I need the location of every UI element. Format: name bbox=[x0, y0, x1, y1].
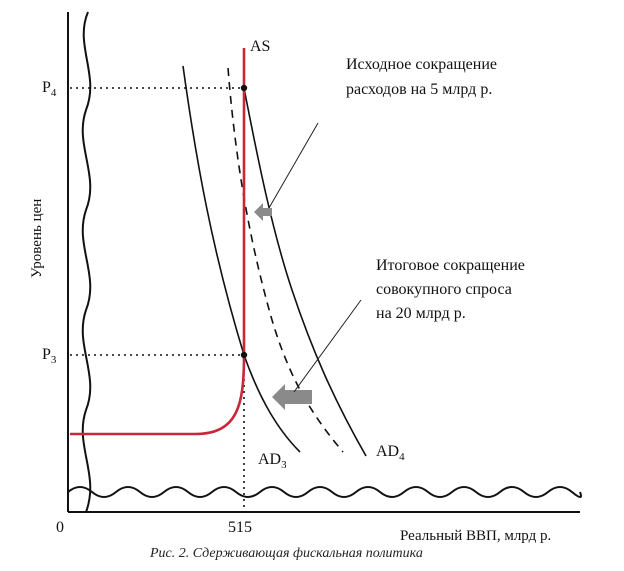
initial-cut-annotation-line2: расходов на 5 млрд р. bbox=[346, 81, 492, 98]
p3-label: P3 bbox=[42, 346, 57, 366]
y-axis-break-wave bbox=[81, 11, 92, 513]
y-axis-title: Уровень цен bbox=[29, 199, 45, 278]
ad3-label: AD3 bbox=[258, 451, 287, 471]
ad4-curve bbox=[243, 87, 367, 457]
x-axis-break-wave bbox=[67, 486, 582, 498]
equilibrium-point-p3 bbox=[240, 351, 248, 359]
final-cut-annotation-line1: Итоговое сокращение bbox=[376, 257, 525, 274]
large-shift-arrow bbox=[272, 384, 312, 410]
figure-caption: Рис. 2. Сдерживающая фискальная политика bbox=[149, 546, 423, 561]
initial-annotation-pointer bbox=[268, 122, 319, 209]
initial-cut-annotation-line1: Исходное сокращение bbox=[346, 56, 497, 73]
as-label: AS bbox=[250, 38, 270, 55]
final-cut-annotation-line3: на 20 млрд р. bbox=[376, 305, 466, 322]
ad-intermediate-dashed-curve bbox=[227, 67, 344, 453]
as-curve bbox=[70, 48, 246, 436]
final-cut-annotation-line2: совокупного спроса bbox=[376, 281, 512, 298]
p4-label: P4 bbox=[42, 79, 57, 99]
ad3-curve bbox=[182, 65, 301, 453]
small-shift-arrow bbox=[254, 203, 272, 221]
final-annotation-pointer bbox=[293, 299, 362, 393]
equilibrium-point-p4 bbox=[240, 84, 248, 92]
ad4-label: AD4 bbox=[376, 443, 405, 463]
x-axis-title: Реальный ВВП, млрд р. bbox=[400, 528, 551, 544]
x-tick-515: 515 bbox=[228, 519, 252, 536]
origin-label: 0 bbox=[56, 519, 64, 536]
